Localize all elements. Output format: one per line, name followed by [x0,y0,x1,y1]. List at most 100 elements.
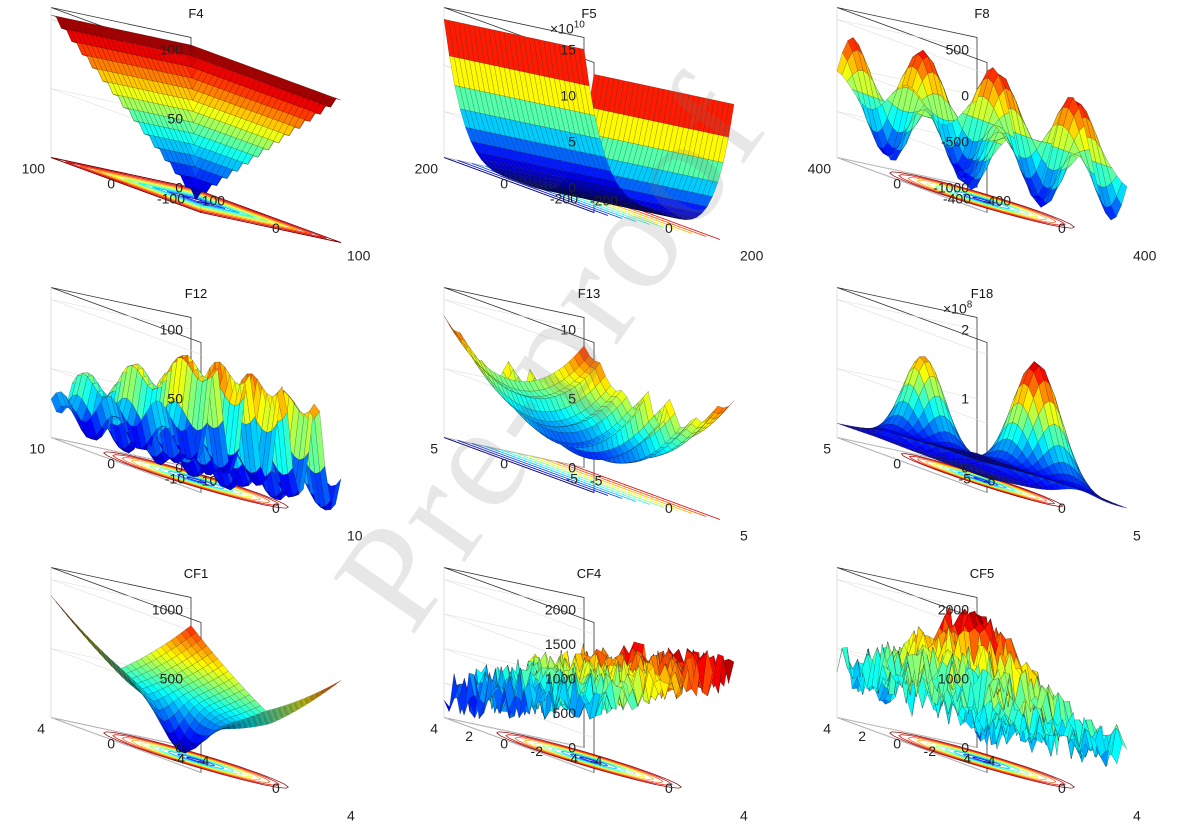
surface-mesh [50,595,342,754]
contour-line [898,174,1066,226]
surface-panel-cf1: CF1 0 500 1000 4 0 -4 -4 0 4 [0,560,393,840]
z-tick-label: 500 [946,42,970,58]
contour-line [121,457,271,503]
panel-title: F18 [971,286,993,301]
y-tick-label: -10 [165,471,185,487]
contour-line [935,185,1029,215]
z-tick-label: 0 [175,460,183,476]
y-tick-label: -200 [550,191,578,207]
surface-panel-f13: F13 0 5 10 5 0 -5 -5 0 5 [393,280,786,560]
grid-line [50,579,202,635]
floor-contours [103,451,289,509]
contour-line [167,751,225,769]
surface-mesh [50,14,342,201]
grid-line [836,19,988,75]
x-tick-label: 0 [272,500,280,516]
x-tick-label: -5 [983,473,996,489]
z-tick-label: 100 [160,42,184,58]
contour-line [130,739,262,781]
contour-line [941,466,1023,494]
contour-line [965,474,999,486]
surface-panel-f8: F8 -1000 -500 0 500 400 0 -400 -400 0 400 [786,0,1179,280]
floor-contours [50,157,342,243]
contour-line [108,174,284,226]
contour-line [569,464,721,520]
contour-line [932,463,1032,497]
surface-mesh [50,355,342,511]
contour-line [457,160,609,216]
surface-facet [330,478,342,511]
contour-line [513,452,665,508]
contour-line [65,161,327,239]
grid-line [836,299,988,355]
surface-facet [723,400,735,413]
contour-line [485,446,637,502]
x-tick-label: -100 [197,193,225,209]
x-tick-label: 200 [740,248,764,264]
surface-panel-f18: F18 0 1 2 ×108 5 0 -5 -5 0 5 [786,280,1179,560]
x-tick-label: 0 [272,220,280,236]
contour-line [907,177,1057,223]
surface-facet [1116,504,1128,509]
y-tick-label: 100 [22,161,46,177]
contour-line [944,188,1020,212]
floor-contours [103,731,289,789]
contour-line [176,754,216,766]
contour-line [962,194,1002,206]
y-tick-label: 0 [107,176,115,192]
contour-line [149,745,243,775]
surface-panel-f5: F5 0 5 10 15 ×1010 200 0 -200 -200 0 200 [393,0,786,280]
y-tick-label: -5 [959,471,972,487]
contour-line [900,453,1064,507]
contour-line [139,462,253,498]
x-tick-label: -400 [983,193,1011,209]
z-tick-label: 10 [560,322,576,338]
z-tick-label: 0 [961,460,969,476]
contour-line [443,437,595,493]
surface-facet [468,350,480,366]
surface-facet [675,426,687,434]
contour-line [137,182,255,218]
x-tick-label: -5 [590,473,603,489]
surface-mesh [443,19,735,220]
surface-mesh [836,356,1128,509]
contour-line [176,474,216,486]
contour-line [123,178,269,222]
contour-line [443,157,595,213]
z-tick-label: -1000 [933,180,969,196]
y-tick-label: -5 [566,471,579,487]
panel-title: F12 [185,286,207,301]
contour-line [925,182,1039,218]
panel-title: F5 [581,6,596,21]
y-tick-label: 400 [808,161,832,177]
surface-facet [723,103,735,138]
z-tick-label: 0 [568,460,576,476]
contour-line [121,737,271,783]
floor-contours [900,453,1064,507]
contour-line [103,451,289,509]
x-tick-label: 5 [740,528,748,544]
z-tick-label: 1 [961,391,969,407]
contour-line [908,455,1056,505]
floor-contours [443,437,721,520]
z-tick-label: -500 [941,134,969,150]
z-axis-exponent: ×1010 [550,20,585,37]
grid-line [50,299,202,355]
contour-line [916,458,1048,502]
contour-line [186,756,206,764]
contour-line [139,742,253,778]
contour-line [152,186,240,214]
contour-line [79,165,313,235]
z-tick-label: 50 [167,111,183,127]
x-tick-label: 100 [347,248,371,264]
x-tick-label: 10 [347,528,363,544]
y-tick-label: 0 [893,176,901,192]
y-tick-label: 5 [430,441,438,457]
contour-line [158,748,234,772]
grid-line [443,299,595,355]
